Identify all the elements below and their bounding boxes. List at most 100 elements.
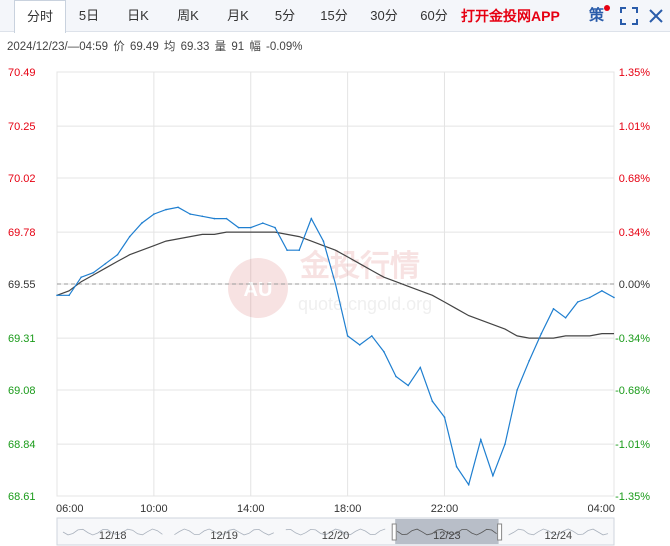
price-point [92, 271, 95, 274]
price-point [419, 366, 422, 369]
watermark-url: quote.cngold.org [298, 294, 432, 314]
tab-weekly-k[interactable]: 周K [177, 8, 199, 23]
x-tick: 22:00 [431, 503, 459, 515]
close-icon[interactable] [646, 6, 666, 26]
x-tick: 14:00 [237, 503, 265, 515]
price-point [298, 249, 301, 251]
x-tick: 06:00 [56, 503, 84, 515]
y-tick-left: 69.31 [8, 333, 36, 345]
price-point [116, 253, 119, 256]
price-point [286, 249, 288, 251]
tab-15min[interactable]: 15分 [320, 8, 348, 23]
y-tick-right: 1.35% [619, 67, 650, 79]
price-point [540, 332, 543, 335]
watermark-text: 金投行情 [299, 249, 420, 284]
y-axis-right: 1.35% 1.01% 0.68% 0.34% 0.00% -0.34% -0.68% -1.… [615, 67, 650, 503]
y-tick-right: -1.35% [615, 491, 650, 503]
price-point [504, 443, 506, 445]
strategy-button[interactable]: 策 [589, 7, 605, 24]
x-tick: 04:00 [587, 503, 615, 515]
tab-intraday[interactable]: 分时 [14, 0, 66, 33]
price-point [564, 317, 567, 319]
navigator-track [56, 517, 615, 546]
price-point [56, 294, 58, 297]
price-point [310, 217, 313, 220]
price-point [589, 296, 591, 299]
quote-info-bar: 2024/12/23/—04:59 价 69.49 均 69.33 量 91 幅… [7, 38, 304, 54]
price-point [516, 389, 518, 391]
navigator-sparkline [174, 528, 274, 536]
navigator-sparkline [62, 528, 163, 536]
navigator-label: 12/20 [322, 530, 350, 542]
watermark: AU 金投行情 quote.cngold.org [228, 249, 432, 318]
price-point [467, 483, 470, 486]
series-avg-line [56, 231, 614, 339]
y-tick-left: 70.02 [8, 173, 36, 185]
navigator-handle-left [391, 523, 397, 541]
price-point [334, 283, 337, 285]
price-point [189, 213, 191, 215]
tab-5day[interactable]: 5日 [78, 8, 100, 23]
time-navigator[interactable]: 12/18 12/19 12/20 12/23 12/24 [56, 517, 615, 546]
watermark-badge: AU [244, 279, 273, 301]
y-tick-right: 0.68% [619, 173, 650, 185]
x-axis: 06:00 10:00 14:00 18:00 22:00 04:00 [56, 503, 615, 515]
volume-value: 91 [231, 41, 245, 53]
y-tick-right: -0.34% [615, 333, 650, 345]
y-tick-left: 69.78 [8, 227, 36, 239]
expand-icon[interactable] [619, 6, 639, 26]
price-point [68, 294, 70, 297]
y-tick-left: 68.84 [8, 439, 36, 451]
price-label: 价 [113, 41, 125, 53]
price-point [237, 226, 240, 229]
price-point [395, 375, 397, 378]
y-axis-left: 70.49 70.25 70.02 69.78 69.55 69.31 69.08 68.84… [8, 67, 36, 503]
price-point [613, 296, 615, 299]
y-tick-right: 0.34% [619, 227, 650, 239]
price-point [358, 344, 361, 346]
price-point [165, 208, 167, 211]
tab-daily-k[interactable]: 日K [127, 8, 149, 23]
y-tick-left: 70.25 [8, 121, 36, 133]
price-point [601, 290, 603, 292]
y-tick-left: 70.49 [8, 67, 36, 79]
quote-datetime: 2024/12/23/—04:59 [7, 41, 109, 53]
watermark-logo-icon [228, 258, 288, 318]
navigator-handle-right [497, 523, 503, 541]
price-points [56, 206, 615, 486]
y-tick-right: 1.01% [619, 121, 650, 133]
open-app-link[interactable]: 打开金投网APP [461, 8, 560, 24]
y-tick-right: -0.68% [615, 385, 650, 397]
price-point [528, 359, 530, 362]
tab-60min[interactable]: 60分 [420, 8, 448, 23]
x-tick: 10:00 [140, 503, 168, 515]
navigator-sparkline [396, 528, 497, 536]
y-tick-left: 69.55 [8, 279, 36, 291]
tab-5min[interactable]: 5分 [274, 8, 296, 23]
price-point [201, 215, 204, 218]
period-tabs: 分时 5日 日K 周K 月K 5分 15分 30分 60分 打开金投网APP 策 [0, 0, 670, 33]
tab-30min[interactable]: 30分 [370, 8, 398, 23]
price-point [104, 262, 107, 265]
price-point [249, 226, 252, 229]
price-point [431, 400, 434, 403]
price-point [346, 335, 349, 337]
price-point [480, 438, 482, 441]
navigator-label: 12/23 [433, 530, 461, 542]
price-point [383, 350, 385, 353]
price-point [492, 474, 494, 477]
price-point [141, 222, 143, 224]
y-tick-left: 68.61 [8, 491, 36, 503]
price-point [407, 384, 410, 387]
y-tick-left: 69.08 [8, 385, 36, 397]
price-point [80, 276, 82, 279]
navigator-sparkline [508, 528, 609, 536]
price-point [213, 217, 216, 220]
tab-monthly-k[interactable]: 月K [227, 8, 249, 23]
navigator-label: 12/24 [545, 530, 573, 542]
navigator-sparkline [285, 528, 386, 536]
price-point [128, 235, 131, 238]
price-point [576, 301, 579, 303]
avg-label: 均 [163, 41, 176, 53]
